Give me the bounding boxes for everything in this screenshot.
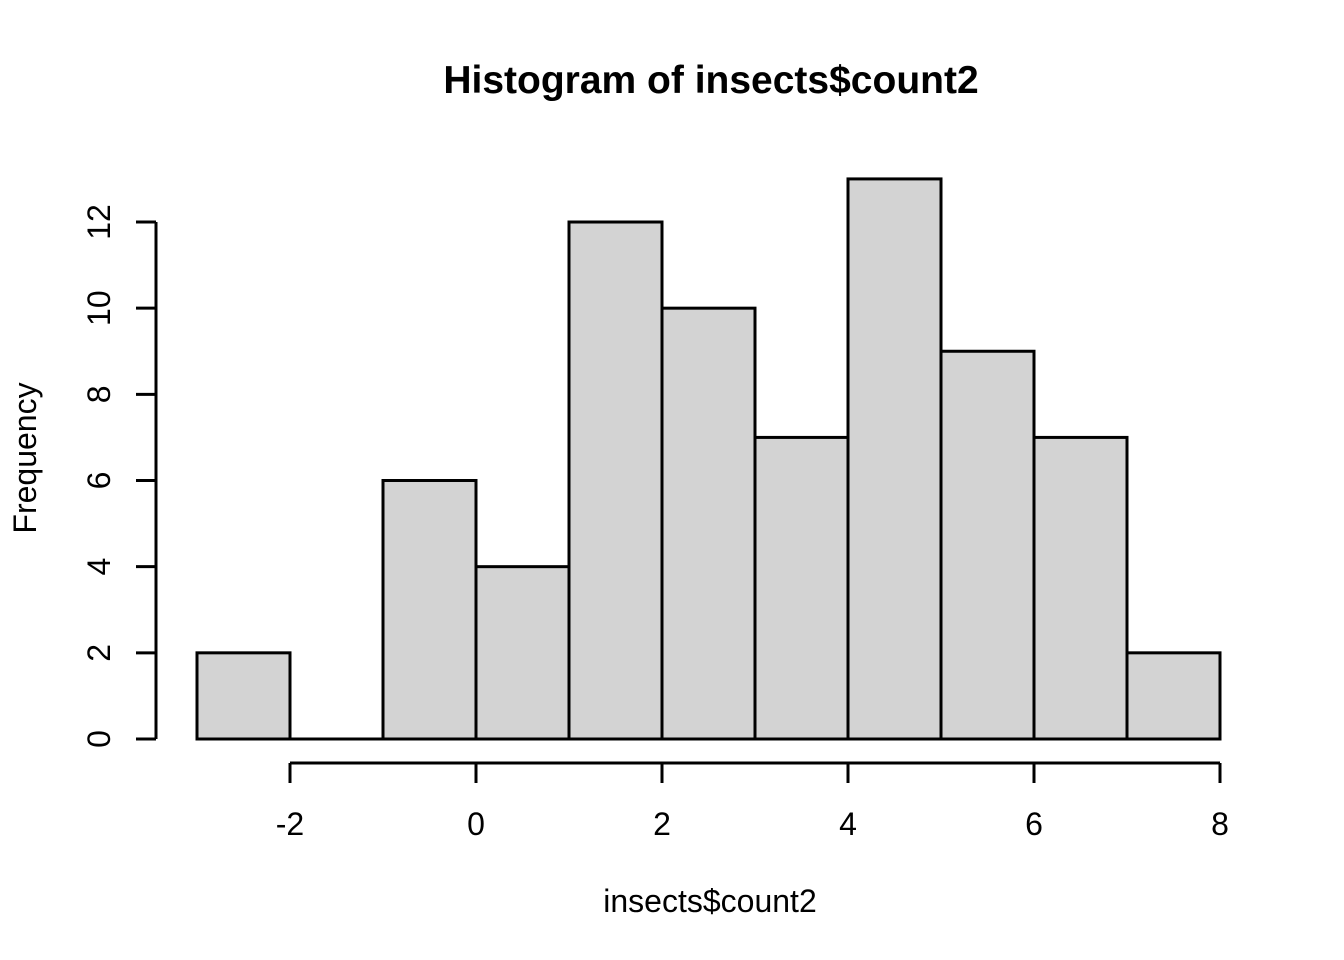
x-axis-label: insects$count2: [603, 883, 816, 919]
x-tick-label: 0: [467, 806, 485, 842]
y-tick-label: 4: [81, 558, 117, 576]
x-tick-label: -2: [276, 806, 304, 842]
histogram-bar: [939, 349, 1036, 741]
axes-group: 0 2 4 6 8 10 12 -2 0 2 4 6 8: [81, 204, 1229, 842]
x-tick-label: 2: [653, 806, 671, 842]
histogram-bar: [753, 435, 850, 741]
y-axis-label: Frequency: [7, 382, 43, 533]
y-tick-label: 0: [81, 730, 117, 748]
chart-title: Histogram of insects$count2: [443, 59, 978, 102]
histogram-bar: [846, 177, 943, 741]
histogram-bar: [1032, 435, 1129, 741]
histogram-bar: [381, 479, 478, 741]
bars-group: [195, 177, 1222, 741]
x-tick-label: 8: [1211, 806, 1229, 842]
histogram-bar: [1125, 651, 1222, 741]
y-tick-label: 12: [81, 204, 117, 240]
y-tick-label: 8: [81, 385, 117, 403]
histogram-bar: [660, 306, 757, 741]
x-tick-label: 4: [839, 806, 857, 842]
histogram-bar: [195, 651, 292, 741]
y-tick-label: 2: [81, 644, 117, 662]
x-tick-label: 6: [1025, 806, 1043, 842]
y-tick-label: 6: [81, 472, 117, 490]
histogram-bar: [567, 220, 664, 741]
y-tick-label: 10: [81, 290, 117, 326]
histogram-bar: [474, 565, 571, 741]
